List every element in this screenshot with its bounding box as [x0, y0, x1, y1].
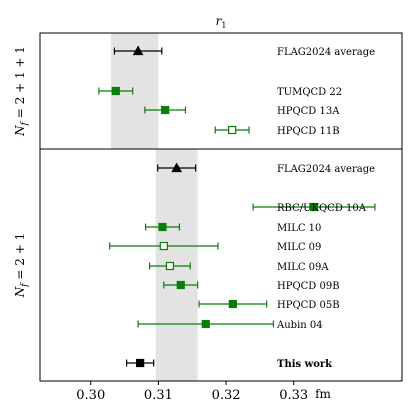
entry-label: Aubin 04: [276, 320, 323, 331]
x-tick-label: 0.32: [212, 388, 241, 403]
group-label-symbol: N: [13, 286, 27, 298]
group-label: Nf = 2 + 1 + 1: [13, 46, 30, 137]
group-label-symbol: N: [13, 125, 27, 137]
square-marker: [309, 202, 319, 212]
x-tick-label: 0.30: [76, 388, 105, 403]
group-label-subscript: f: [20, 120, 30, 126]
plot-border: [39, 32, 403, 382]
open-square-marker: [159, 241, 168, 251]
entry-label: HPQCD 09B: [277, 281, 340, 292]
entry-label: HPQCD 13A: [277, 106, 340, 117]
entry-label: FLAG2024 average: [277, 47, 375, 58]
entry-label: MILC 09: [277, 242, 321, 253]
chart-title-base: r: [216, 14, 223, 28]
entry-label: TUMQCD 22: [277, 87, 342, 98]
triangle-marker: [132, 45, 144, 56]
average-band: [155, 149, 198, 381]
chart-title: r1: [216, 14, 227, 30]
chart-title-subscript: 1: [221, 21, 226, 30]
marks-layer: [98, 45, 376, 368]
square-marker: [161, 105, 170, 115]
group-label-subscript: f: [20, 282, 30, 288]
group-label: Nf = 2 + 1: [13, 233, 30, 298]
open-square-marker: [165, 261, 175, 271]
x-tick-label: 0.31: [144, 388, 173, 403]
square-marker: [228, 299, 237, 309]
entry-label: HPQCD 05B: [277, 300, 340, 311]
square-marker: [176, 280, 185, 290]
square-marker: [136, 358, 145, 368]
band-layer: [111, 33, 198, 381]
triangle-marker: [171, 162, 183, 173]
open-square-marker: [228, 125, 237, 135]
entry-label: MILC 09A: [277, 262, 329, 273]
entry-label: HPQCD 11B: [277, 126, 340, 137]
x-tick-label: 0.33: [279, 388, 308, 403]
x-axis-label: fm: [315, 387, 331, 401]
square-marker: [111, 86, 120, 96]
entry-label: MILC 10: [277, 223, 321, 234]
group-label-rest: = 2 + 1: [13, 233, 27, 284]
group-label-rest: = 2 + 1 + 1: [13, 46, 27, 122]
square-marker: [201, 319, 210, 329]
plot-frame: [39, 32, 403, 385]
entry-label: FLAG2024 average: [277, 164, 375, 175]
entry-label: This work: [277, 359, 333, 370]
square-marker: [158, 222, 167, 232]
entry-label: RBC/UKQCD 10A: [277, 203, 367, 214]
